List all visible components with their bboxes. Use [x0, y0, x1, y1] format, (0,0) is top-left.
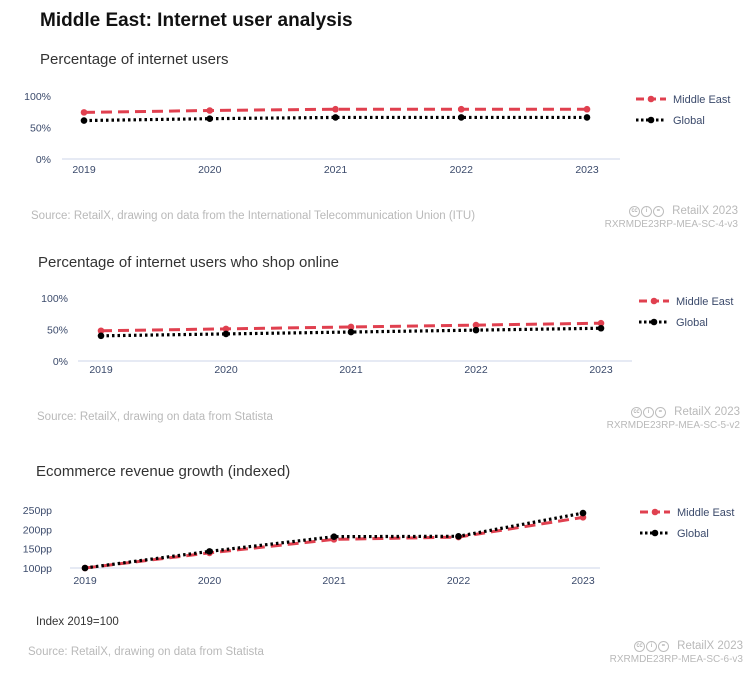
- brand-label: RetailX 2023: [677, 640, 743, 652]
- legend-label[interactable]: Global: [673, 115, 705, 127]
- global-point: [579, 509, 587, 517]
- chart-1-credit: cc i = RetailX 2023 RXRMDE23RP-MEA-SC-4-v3: [605, 205, 738, 230]
- global-point: [222, 330, 230, 338]
- legend-label[interactable]: Global: [676, 317, 708, 329]
- x-tick-label: 2021: [322, 575, 346, 587]
- x-tick-label: 2023: [575, 164, 599, 176]
- legend-label[interactable]: Middle East: [676, 296, 733, 308]
- middle-east-point: [332, 105, 339, 113]
- middle-east-point: [457, 105, 465, 113]
- brand-label: RetailX 2023: [674, 406, 740, 418]
- chart-1-internet-users: 0% 50% 100% 2019 2020 2021 2022 2023 Middle East…: [24, 91, 730, 176]
- legend-swatch-marker: [650, 318, 658, 326]
- y-tick-label: 50%: [47, 325, 68, 337]
- x-tick-label: 2020: [198, 164, 222, 176]
- legend-swatch-marker: [651, 529, 659, 537]
- x-tick-label: 2022: [450, 164, 474, 176]
- middle-east-point: [206, 107, 214, 114]
- middle-east-point: [472, 321, 480, 329]
- legend-label[interactable]: Middle East: [673, 94, 730, 106]
- legend-label[interactable]: Middle East: [677, 507, 734, 519]
- chart-3-note: Index 2019=100: [36, 616, 119, 628]
- y-tick-label: 200pp: [23, 524, 52, 536]
- chart-3-credit: cc i = RetailX 2023 RXRMDE23RP-MEA-SC-6-v3: [610, 640, 743, 665]
- legend-label[interactable]: Global: [677, 528, 709, 540]
- x-tick-label: 2023: [589, 364, 613, 376]
- middle-east-point: [583, 105, 591, 113]
- x-tick-label: 2020: [214, 364, 238, 376]
- y-tick-label: 100pp: [23, 563, 52, 575]
- x-tick-label: 2022: [464, 364, 488, 376]
- y-tick-label: 100%: [24, 91, 51, 103]
- cc-license-icon: cc i =: [630, 406, 667, 418]
- global-point: [332, 114, 339, 121]
- middle-east-point: [222, 325, 230, 333]
- global-point: [583, 114, 591, 121]
- page-title: Middle East: Internet user analysis: [40, 10, 353, 31]
- x-tick-label: 2019: [73, 575, 97, 587]
- legend-swatch-marker: [650, 297, 658, 305]
- x-tick-label: 2022: [447, 575, 471, 587]
- global-point: [206, 115, 214, 122]
- global-series-line: [84, 511, 584, 570]
- chart-1-source: Source: RetailX, drawing on data from th…: [31, 210, 476, 222]
- chart-code: RXRMDE23RP-MEA-SC-5-v2: [606, 420, 740, 431]
- x-tick-label: 2019: [89, 364, 113, 376]
- middle-east-series-line: [84, 515, 584, 570]
- chart-2-source: Source: RetailX, drawing on data from St…: [37, 411, 273, 423]
- global-point: [330, 533, 338, 540]
- global-point: [206, 548, 213, 555]
- chart-3-title: Ecommerce revenue growth (indexed): [36, 463, 291, 480]
- y-tick-label: 100%: [41, 293, 68, 305]
- x-tick-label: 2020: [198, 575, 222, 587]
- y-tick-label: 50%: [30, 123, 51, 135]
- brand-label: RetailX 2023: [672, 205, 738, 217]
- global-point: [80, 117, 88, 124]
- x-tick-label: 2019: [72, 164, 96, 176]
- y-tick-label: 0%: [53, 356, 68, 368]
- x-tick-label: 2021: [339, 364, 363, 376]
- middle-east-point: [97, 327, 105, 335]
- chart-2-online-shoppers: 0% 50% 100% 2019 2020 2021 2022 2023 Middle East…: [41, 293, 733, 376]
- middle-east-point: [597, 319, 605, 327]
- global-point: [597, 324, 605, 332]
- x-tick-label: 2023: [571, 575, 595, 587]
- legend-swatch-marker: [647, 116, 655, 124]
- global-point: [455, 532, 462, 540]
- x-tick-label: 2021: [324, 164, 348, 176]
- y-tick-label: 150pp: [23, 544, 52, 556]
- middle-east-point: [347, 323, 355, 331]
- global-point: [97, 332, 105, 340]
- y-tick-label: 250pp: [23, 505, 52, 517]
- legend-swatch-marker: [647, 95, 655, 103]
- chart-code: RXRMDE23RP-MEA-SC-6-v3: [609, 654, 743, 665]
- global-series-line: [100, 326, 602, 338]
- global-point: [472, 326, 480, 334]
- chart-2-title: Percentage of internet users who shop on…: [38, 254, 340, 271]
- y-tick-label: 0%: [36, 154, 51, 166]
- chart-code: RXRMDE23RP-MEA-SC-4-v3: [604, 219, 738, 230]
- global-point: [81, 564, 89, 572]
- middle-east-point: [80, 109, 88, 116]
- legend-swatch-marker: [651, 508, 659, 516]
- cc-license-icon: cc i =: [628, 205, 665, 217]
- chart-1-title: Percentage of internet users: [40, 51, 229, 68]
- middle-east-series-line: [100, 321, 602, 333]
- chart-3-ecommerce-growth: 100pp 150pp 200pp 250pp 2019 2020 2021 2022 2023…: [23, 505, 735, 587]
- chart-3-source: Source: RetailX, drawing on data from St…: [28, 646, 264, 658]
- chart-2-credit: cc i = RetailX 2023 RXRMDE23RP-MEA-SC-5-v2: [607, 406, 740, 431]
- cc-license-icon: cc i =: [633, 640, 670, 652]
- global-point: [457, 114, 465, 121]
- global-series-line: [83, 115, 587, 123]
- global-point: [347, 328, 355, 336]
